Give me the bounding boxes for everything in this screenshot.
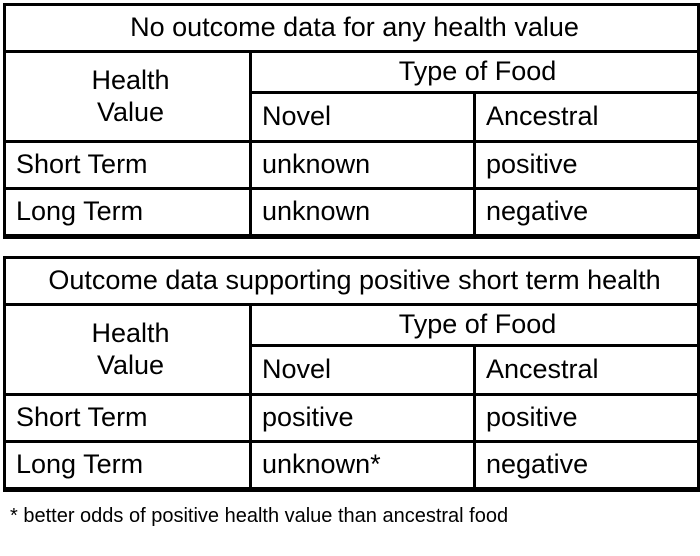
cell-long-term-ancestral: negative bbox=[472, 440, 700, 492]
table-row: Outcome data supporting positive short t… bbox=[2, 256, 700, 306]
table-row: Short Term positive positive bbox=[3, 393, 700, 443]
table-row: No outcome data for any health value bbox=[3, 3, 700, 53]
cell-short-term-ancestral: positive bbox=[472, 393, 700, 443]
footnote-asterisk-note: * better odds of positive health value t… bbox=[10, 505, 509, 527]
row-label-long-term: Long Term bbox=[3, 440, 252, 492]
cell-long-term-novel: unknown* bbox=[249, 440, 476, 492]
cell-long-term-novel: unknown bbox=[249, 187, 476, 239]
row-label-short-term: Short Term bbox=[3, 393, 252, 443]
column-header-novel: Novel bbox=[249, 344, 476, 396]
row-group-header-line1: Health bbox=[91, 65, 170, 96]
cell-short-term-novel: unknown bbox=[249, 140, 476, 190]
column-group-header-type-of-food: Type of Food bbox=[249, 50, 700, 94]
column-header-novel: Novel bbox=[249, 91, 476, 143]
table-no-outcome-data: No outcome data for any health value Hea… bbox=[3, 3, 700, 239]
cell-short-term-novel: positive bbox=[249, 393, 476, 443]
table-outcome-data-positive-short-term: Outcome data supporting positive short t… bbox=[2, 256, 700, 492]
row-group-header-line2: Value bbox=[96, 96, 165, 127]
table-row: Long Term unknown* negative bbox=[3, 440, 700, 492]
row-label-long-term: Long Term bbox=[3, 187, 252, 239]
table-title: No outcome data for any health value bbox=[3, 3, 700, 53]
table-row: Long Term unknown negative bbox=[3, 187, 700, 239]
column-group-header-type-of-food: Type of Food bbox=[248, 303, 700, 347]
table-row: Health Value Type of Food bbox=[3, 303, 700, 396]
row-group-header-health-value: Health Value bbox=[3, 50, 252, 143]
table-row: Short Term unknown positive bbox=[3, 140, 700, 190]
table-row: Novel Ancestral bbox=[5, 344, 700, 396]
row-label-short-term: Short Term bbox=[3, 140, 252, 190]
table-row: Novel Ancestral bbox=[5, 91, 700, 143]
row-group-header-line1: Health bbox=[91, 318, 170, 349]
table-title: Outcome data supporting positive short t… bbox=[2, 256, 700, 306]
cell-short-term-ancestral: positive bbox=[473, 140, 700, 190]
column-header-ancestral: Ancestral bbox=[472, 344, 700, 396]
table-row: Health Value Type of Food bbox=[3, 50, 700, 143]
column-header-ancestral: Ancestral bbox=[473, 91, 700, 143]
row-group-header-health-value: Health Value bbox=[3, 303, 252, 396]
row-group-header-line2: Value bbox=[96, 349, 165, 380]
cell-long-term-ancestral: negative bbox=[473, 187, 700, 239]
